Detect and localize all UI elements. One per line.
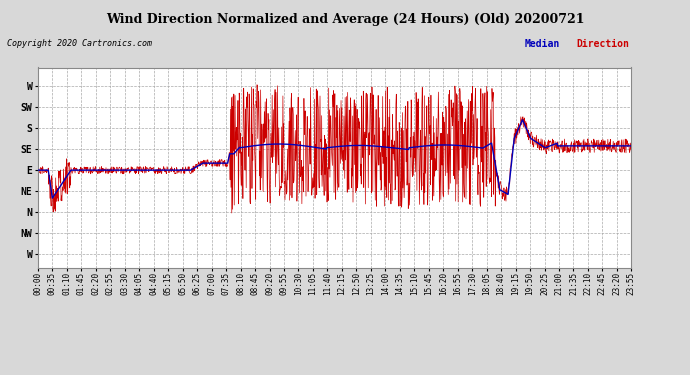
Text: Direction: Direction	[576, 39, 629, 50]
Text: Copyright 2020 Cartronics.com: Copyright 2020 Cartronics.com	[7, 39, 152, 48]
Text: Median: Median	[524, 39, 560, 50]
Text: Wind Direction Normalized and Average (24 Hours) (Old) 20200721: Wind Direction Normalized and Average (2…	[106, 13, 584, 26]
